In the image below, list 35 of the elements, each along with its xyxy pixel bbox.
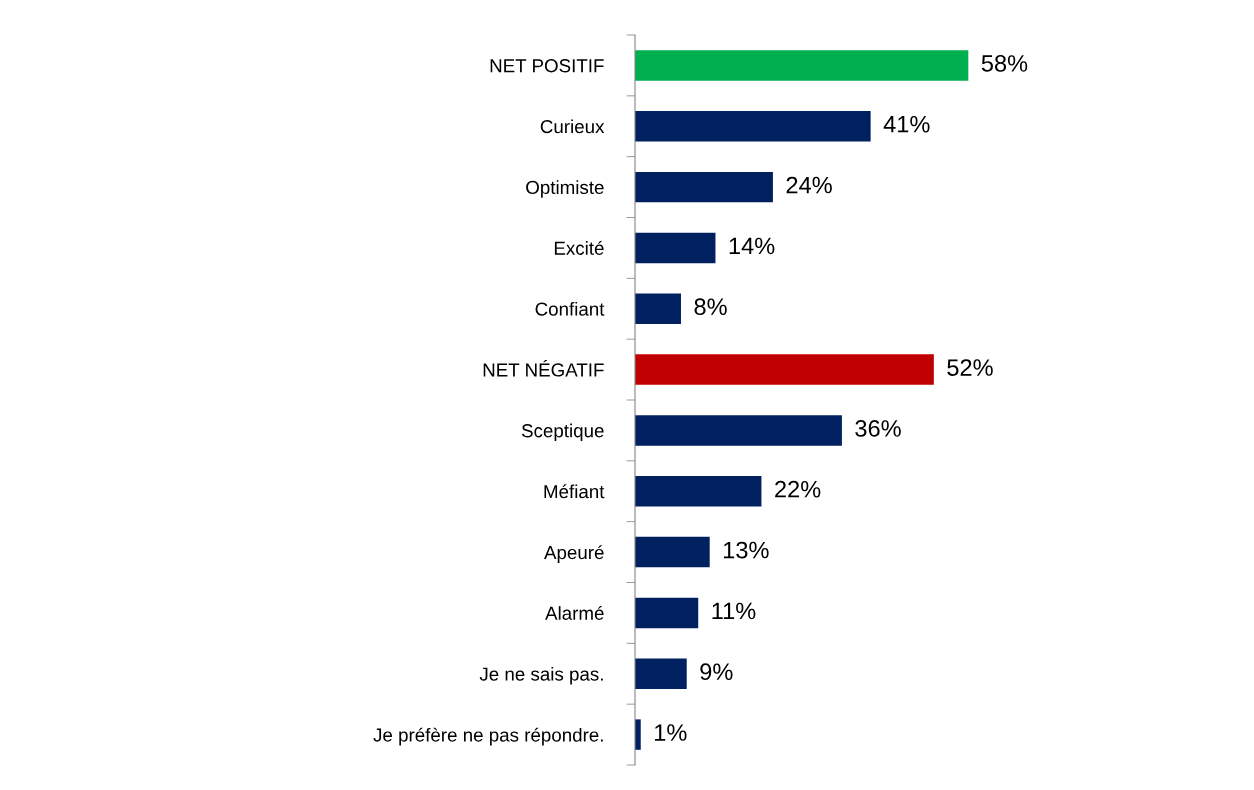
data-label: 52% — [947, 359, 993, 376]
data-label: 58% — [981, 55, 1028, 72]
y-tick-label: Je préfère ne pas répondre. — [373, 727, 603, 746]
data-label: 24% — [786, 176, 832, 194]
data-label: 13% — [724, 541, 769, 559]
bar — [635, 50, 969, 81]
y-tick-label: Excité — [554, 240, 604, 255]
data-label: 22% — [775, 480, 821, 498]
data-label: 1% — [655, 724, 687, 741]
y-tick-label: Curieux — [540, 119, 605, 134]
bar — [635, 111, 871, 142]
data-label: 11% — [712, 602, 756, 620]
data-label: 36% — [855, 420, 901, 437]
bar — [635, 232, 716, 264]
y-tick-label: Méfiant — [544, 484, 605, 499]
bar — [635, 658, 687, 689]
data-label: 41% — [883, 115, 930, 133]
y-tick-label: NET NÉGATIF — [483, 360, 604, 377]
y-tick-label: Confiant — [535, 301, 605, 316]
data-label: 14% — [729, 237, 775, 255]
y-tick-label: Optimiste — [526, 180, 604, 198]
y-tick-label: Alarmé — [545, 605, 604, 620]
bar — [635, 536, 710, 568]
y-tick-label: Sceptique — [521, 423, 604, 442]
y-tick-label: NET POSITIF — [490, 59, 604, 73]
data-label: 8% — [694, 298, 727, 316]
y-tick-label: Je ne sais pas. — [479, 666, 603, 685]
bar — [635, 171, 773, 203]
bar — [635, 415, 842, 446]
data-label: 9% — [700, 663, 733, 681]
y-tick-label: Apeuré — [544, 545, 604, 563]
bar — [635, 597, 699, 629]
bar — [635, 293, 681, 324]
bar — [635, 476, 762, 507]
bar — [635, 354, 934, 385]
